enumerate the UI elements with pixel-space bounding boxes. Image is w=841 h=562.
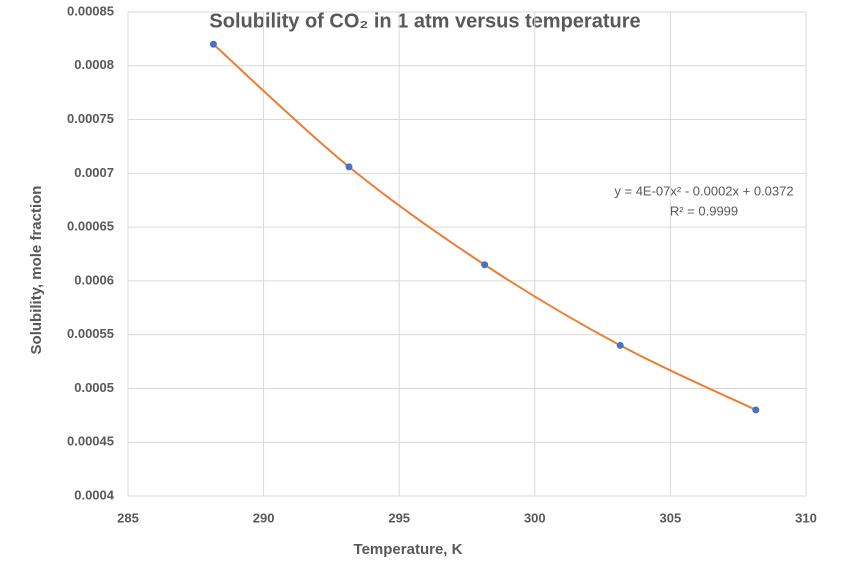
y-axis-title: Solubility, mole fraction <box>28 186 45 355</box>
y-tick-label: 0.00045 <box>67 434 114 449</box>
x-tick-label: 285 <box>117 510 139 525</box>
data-point <box>209 40 217 48</box>
data-point <box>752 406 760 414</box>
y-tick-label: 0.00055 <box>67 326 114 341</box>
y-tick-label: 0.0008 <box>74 57 114 72</box>
x-tick-label: 295 <box>388 510 410 525</box>
y-tick-label: 0.0004 <box>74 487 115 502</box>
trendline-equation: y = 4E-07x² - 0.0002x + 0.0372 <box>614 183 793 198</box>
x-tick-label: 290 <box>253 510 275 525</box>
y-tick-label: 0.00065 <box>67 219 114 234</box>
y-tick-label: 0.00075 <box>67 111 114 126</box>
x-tick-label: 310 <box>795 510 817 525</box>
y-tick-label: 0.0006 <box>74 272 114 287</box>
data-point <box>345 163 353 171</box>
chart-title: Solubility of CO₂ in 1 atm versus temper… <box>209 10 640 32</box>
y-tick-label: 0.0007 <box>74 165 114 180</box>
y-tick-label: 0.0005 <box>74 380 114 395</box>
y-tick-label: 0.00085 <box>67 3 114 18</box>
data-point <box>616 341 624 349</box>
x-tick-label: 305 <box>660 510 682 525</box>
r-squared: R² = 0.9999 <box>670 203 738 218</box>
x-tick-label: 300 <box>524 510 546 525</box>
data-point <box>481 261 489 269</box>
x-axis-title: Temperature, K <box>354 541 463 558</box>
